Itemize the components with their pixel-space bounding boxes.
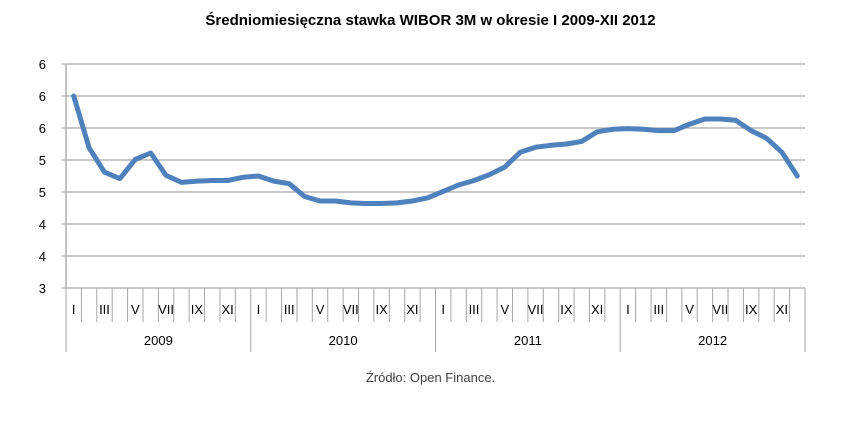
y-tick-label: 6: [39, 89, 46, 104]
y-tick-label: 4: [39, 249, 46, 264]
x-month-label: I: [257, 302, 261, 317]
x-month-label: VII: [528, 302, 544, 317]
x-month-label: I: [72, 302, 76, 317]
x-month-label: V: [316, 302, 325, 317]
y-tick-label: 5: [39, 185, 46, 200]
y-tick-label: 4: [39, 217, 46, 232]
y-tick-label: 5: [39, 153, 46, 168]
x-axis: I III V VII IX XI I III V VII IX XI I III V VII IX XI I III…: [65, 287, 806, 352]
y-axis: 3 4 4 5 5 6 6 6: [39, 57, 67, 296]
x-month-label: XI: [776, 302, 788, 317]
x-month-label: IX: [191, 302, 204, 317]
x-month-label: XI: [222, 302, 234, 317]
x-year-label: 2009: [144, 333, 173, 348]
x-month-label: III: [653, 302, 664, 317]
chart-title: Średniomiesięczna stawka WIBOR 3M w okre…: [205, 12, 656, 29]
gridlines: [66, 63, 805, 257]
x-month-label: XI: [406, 302, 418, 317]
x-month-label: IX: [745, 302, 758, 317]
x-month-label: III: [284, 302, 295, 317]
x-year-label: 2011: [514, 333, 542, 348]
x-month-label: XI: [591, 302, 603, 317]
x-month-label: V: [131, 302, 140, 317]
x-month-label: III: [469, 302, 480, 317]
y-tick-label: 6: [39, 57, 46, 72]
y-tick-label: 6: [39, 121, 46, 136]
data-line-wibor-3m: [71, 93, 800, 206]
x-month-label: VII: [158, 302, 174, 317]
x-month-label: VII: [343, 302, 359, 317]
x-month-label: V: [500, 302, 509, 317]
y-tick-label: 3: [39, 281, 46, 296]
x-month-label: III: [99, 302, 110, 317]
x-month-label: IX: [560, 302, 573, 317]
x-year-label: 2010: [329, 333, 358, 348]
x-month-label: IX: [375, 302, 388, 317]
x-month-label: VII: [712, 302, 728, 317]
x-month-label: I: [441, 302, 445, 317]
x-month-label: V: [685, 302, 694, 317]
x-month-label: I: [626, 302, 630, 317]
source-note: Źródło: Open Finance.: [365, 370, 496, 385]
x-year-label: 2012: [698, 333, 727, 348]
